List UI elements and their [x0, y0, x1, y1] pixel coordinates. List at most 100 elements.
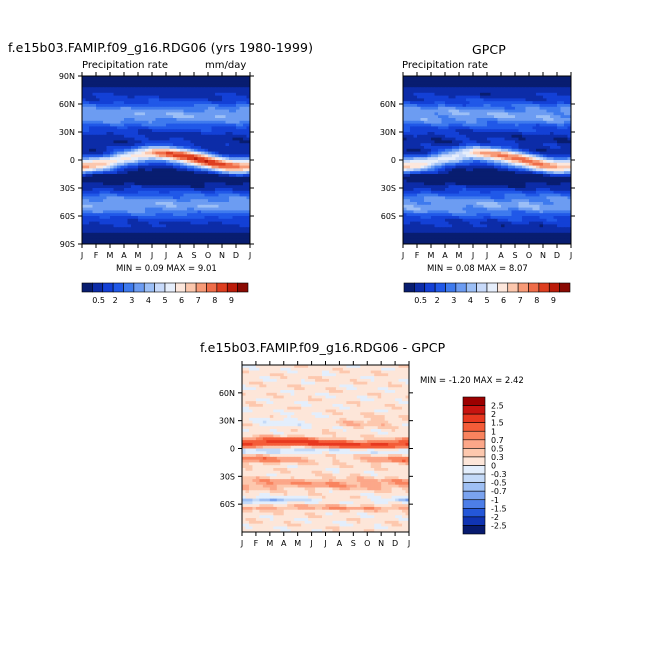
field-cell: [211, 123, 216, 127]
field-cell: [508, 140, 512, 144]
field-cell: [420, 182, 425, 186]
field-cell: [410, 171, 414, 175]
field-cell: [120, 230, 125, 234]
field-cell: [434, 112, 439, 116]
field-cell: [508, 179, 512, 183]
field-cell: [525, 106, 530, 110]
field-cell: [504, 193, 509, 197]
field-cell: [197, 227, 202, 231]
field-cell: [473, 148, 477, 152]
field-cell: [187, 134, 191, 138]
field-cell: [113, 207, 118, 211]
field-cell: [532, 104, 537, 108]
field-cell: [522, 112, 526, 116]
field-cell: [138, 76, 142, 80]
field-cell: [166, 101, 170, 105]
field-cell: [448, 90, 453, 94]
field-cell: [211, 146, 216, 150]
field-cell: [131, 115, 135, 119]
field-cell: [466, 123, 470, 127]
field-cell: [536, 115, 540, 119]
field-cell: [466, 146, 470, 150]
field-cell: [522, 179, 526, 183]
field-cell: [239, 137, 244, 141]
field-cell: [462, 78, 467, 82]
field-cell: [180, 129, 184, 133]
field-cell: [162, 168, 167, 172]
field-cell: [476, 126, 481, 130]
field-cell: [420, 101, 425, 105]
field-cell: [445, 168, 449, 172]
field-cell: [103, 216, 107, 220]
field-cell: [427, 171, 432, 175]
field-cell: [103, 190, 107, 194]
field-cell: [508, 118, 512, 122]
field-cell: [124, 182, 128, 186]
field-cell: [532, 185, 537, 189]
field-cell: [406, 168, 411, 172]
field-cell: [522, 101, 526, 105]
field-cell: [424, 90, 428, 94]
field-cell: [148, 84, 153, 88]
field-cell: [480, 115, 484, 119]
field-cell: [222, 182, 226, 186]
field-cell: [148, 213, 153, 217]
field-cell: [229, 241, 233, 245]
panel2-stats: MIN = 0.08 MAX = 8.07: [427, 264, 528, 274]
field-cell: [497, 148, 502, 152]
field-cell: [215, 232, 219, 236]
field-cell: [134, 171, 139, 175]
field-cell: [222, 126, 226, 130]
field-cell: [127, 224, 132, 228]
field-cell: [546, 106, 551, 110]
field-cell: [243, 157, 247, 161]
field-cell: [567, 162, 572, 166]
field-cell: [239, 112, 244, 116]
field-cell: [529, 185, 533, 189]
field-cell: [204, 162, 209, 166]
field-cell: [522, 140, 526, 144]
field-cell: [452, 151, 456, 155]
field-cell: [145, 216, 149, 220]
field-cell: [138, 218, 142, 222]
field-cell: [166, 179, 170, 183]
field-cell: [141, 157, 146, 161]
field-cell: [553, 146, 558, 150]
field-cell: [424, 132, 428, 136]
field-cell: [176, 87, 181, 91]
field-cell: [239, 241, 244, 245]
field-cell: [229, 213, 233, 217]
field-cell: [131, 213, 135, 217]
field-cell: [525, 123, 530, 127]
field-cell: [473, 193, 477, 197]
field-cell: [120, 95, 125, 99]
field-cell: [553, 162, 558, 166]
field-cell: [117, 224, 121, 228]
field-cell: [204, 238, 209, 242]
field-cell: [420, 129, 425, 133]
field-cell: [427, 168, 432, 172]
field-cell: [462, 174, 467, 178]
field-cell: [557, 112, 561, 116]
field-cell: [110, 207, 114, 211]
field-cell: [131, 199, 135, 203]
field-cell: [222, 210, 226, 214]
field-cell: [448, 123, 453, 127]
field-cell: [162, 176, 167, 180]
field-cell: [515, 148, 519, 152]
field-cell: [131, 204, 135, 208]
field-cell: [134, 101, 139, 105]
field-cell: [483, 81, 488, 85]
field-cell: [155, 190, 160, 194]
field-cell: [494, 154, 498, 158]
field-cell: [201, 182, 205, 186]
field-cell: [152, 160, 156, 164]
field-cell: [480, 143, 484, 147]
field-cell: [197, 126, 202, 130]
field-cell: [239, 190, 244, 194]
field-cell: [85, 199, 90, 203]
field-cell: [448, 101, 453, 105]
field-cell: [176, 227, 181, 231]
field-cell: [501, 87, 505, 91]
field-cell: [218, 210, 223, 214]
